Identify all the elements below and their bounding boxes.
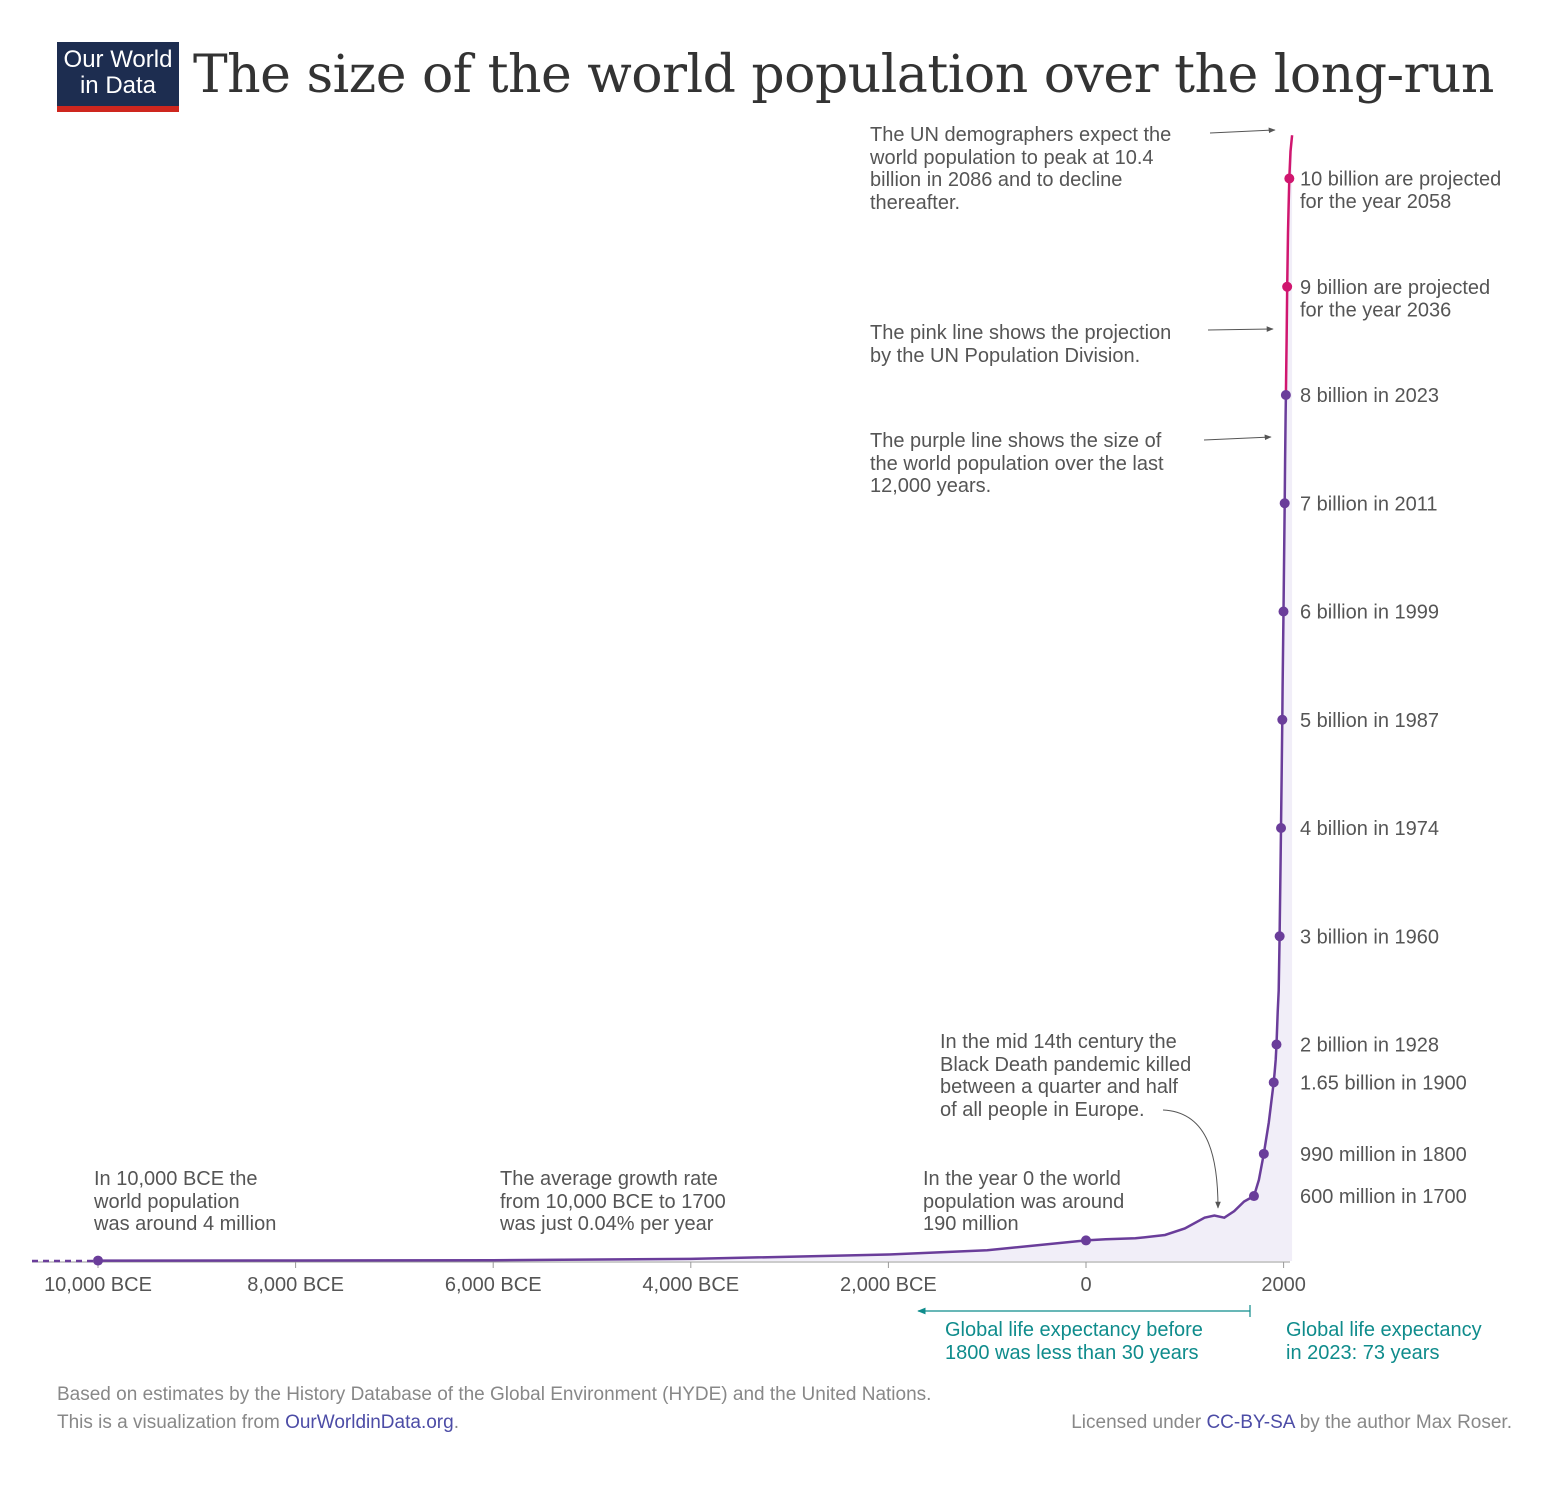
- data-point: [1277, 714, 1288, 725]
- annotation-un-peak: The UN demographers expect the world pop…: [870, 124, 1172, 214]
- data-point-label: 10 billion are projected for the year 205…: [1300, 169, 1501, 214]
- data-point-label: 9 billion are projected for the year 2036: [1300, 277, 1490, 322]
- annotation-start: In 10,000 BCE the world population was a…: [94, 1168, 277, 1235]
- data-point-label: 5 billion in 1987: [1300, 710, 1439, 732]
- owid-link[interactable]: OurWorldinData.org: [285, 1412, 454, 1433]
- data-point-label: 3 billion in 1960: [1300, 926, 1439, 948]
- data-point: [1268, 1077, 1279, 1088]
- data-point: [1280, 390, 1291, 400]
- chart-title: The size of the world population over th…: [193, 45, 1494, 105]
- x-tick-label: 2,000 BCE: [840, 1274, 937, 1296]
- data-point: [1282, 281, 1293, 292]
- logo-line-2: in Data: [79, 72, 157, 99]
- pink-line-arrow: [1207, 326, 1274, 332]
- owid-logo: Our World in Data: [57, 42, 179, 112]
- data-point-label: 8 billion in 2023: [1300, 385, 1439, 407]
- footer-license-prefix: Licensed under: [1071, 1412, 1207, 1433]
- annotation-year-zero: In the year 0 the world population was a…: [923, 1168, 1125, 1235]
- data-point: [1271, 1039, 1282, 1050]
- logo-line-1: Our World: [63, 46, 173, 73]
- annotation-black-death: In the mid 14th century the Black Death …: [940, 1031, 1192, 1121]
- data-point-label: 4 billion in 1974: [1300, 818, 1439, 840]
- data-point: [93, 1255, 103, 1266]
- x-tick-label: 6,000 BCE: [445, 1274, 542, 1296]
- un-peak-arrow: [1209, 127, 1276, 134]
- data-point: [1278, 606, 1289, 617]
- x-tick-label: 8,000 BCE: [247, 1274, 344, 1296]
- data-point: [1248, 1191, 1259, 1202]
- annotation-pink-line: The pink line shows the projection by th…: [870, 322, 1172, 367]
- data-point: [1081, 1235, 1091, 1246]
- annotation-life-expectancy-before: Global life expectancy before 1800 was l…: [945, 1319, 1203, 1364]
- data-point-label: 7 billion in 2011: [1300, 493, 1438, 515]
- footer-viz-suffix: .: [453, 1412, 459, 1433]
- footer-license-suffix: by the author Max Roser.: [1294, 1412, 1512, 1433]
- data-point: [1279, 498, 1290, 509]
- purple-line-arrow: [1203, 434, 1272, 441]
- history-line: [97, 394, 1288, 1262]
- x-tick-label: 4,000 BCE: [642, 1274, 739, 1296]
- license-link[interactable]: CC-BY-SA: [1206, 1412, 1295, 1433]
- footer-viz-prefix: This is a visualization from: [57, 1412, 286, 1433]
- projection-line: [1284, 135, 1294, 396]
- annotation-life-expectancy-2023: Global life expectancy in 2023: 73 years: [1286, 1319, 1482, 1364]
- data-point: [1284, 173, 1295, 184]
- x-tick-label: 0: [1080, 1274, 1091, 1296]
- footer-source: Based on estimates by the History Databa…: [57, 1384, 932, 1405]
- data-point: [1276, 823, 1287, 833]
- black-death-arrow: [1162, 1109, 1221, 1209]
- data-point-label: 2 billion in 1928: [1300, 1035, 1439, 1057]
- data-point-label: 600 million in 1700: [1300, 1186, 1467, 1208]
- footer-license: Licensed under CC-BY-SA by the author Ma…: [1071, 1409, 1512, 1437]
- x-axis-ticks: 10,000 BCE 8,000 BCE 6,000 BCE 4,000 BCE 2,0…: [44, 1262, 1306, 1296]
- annotation-growth-rate: The average growth rate from 10,000 BCE …: [500, 1168, 726, 1235]
- data-point-label: 1.65 billion in 1900: [1300, 1072, 1467, 1094]
- x-tick-label: 10,000 BCE: [44, 1274, 152, 1296]
- data-point: [1258, 1148, 1269, 1159]
- data-markers: 600 million in 1700 990 million in 1800 1.…: [93, 169, 1501, 1266]
- annotation-purple-line: The purple line shows the size of the wo…: [870, 430, 1164, 497]
- data-point-label: 6 billion in 1999: [1300, 602, 1439, 624]
- footer-visualization: This is a visualization from OurWorldinD…: [57, 1409, 459, 1437]
- data-point-label: 990 million in 1800: [1300, 1144, 1467, 1166]
- x-tick-label: 2000: [1261, 1274, 1306, 1296]
- data-point: [1274, 931, 1285, 942]
